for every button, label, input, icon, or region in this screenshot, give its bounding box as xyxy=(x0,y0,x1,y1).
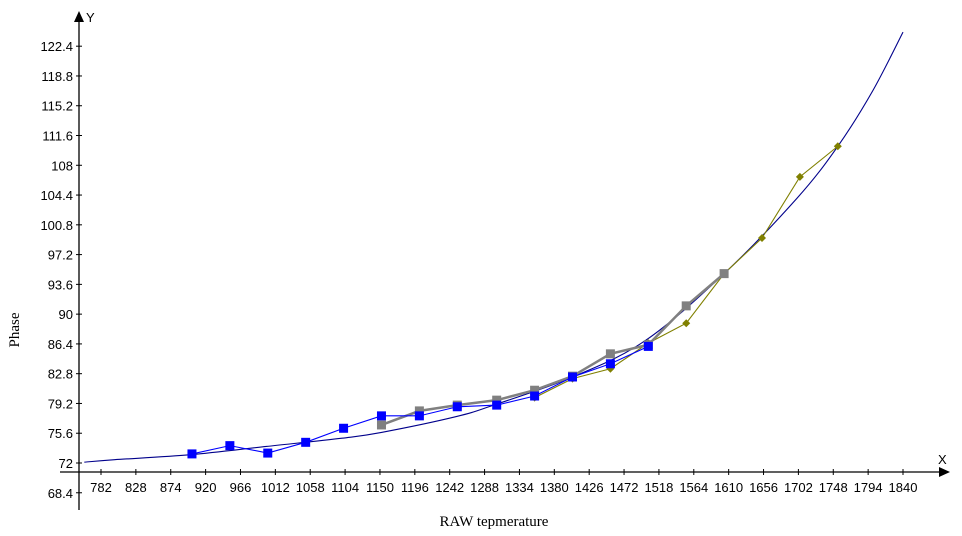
data-point xyxy=(263,448,273,458)
y-tick-label: 90 xyxy=(59,307,73,322)
data-point xyxy=(301,437,311,447)
data-point xyxy=(643,341,653,351)
y-tick-label: 72 xyxy=(59,456,73,471)
x-tick-label: 1748 xyxy=(819,480,848,495)
x-tick-label: 1472 xyxy=(610,480,639,495)
series-blue-series xyxy=(187,341,653,459)
y-tick-label: 97.2 xyxy=(48,248,73,263)
data-point xyxy=(530,385,540,395)
y-tick-label: 86.4 xyxy=(48,337,73,352)
data-point xyxy=(452,402,462,412)
data-point xyxy=(414,411,424,421)
series-line xyxy=(191,345,649,455)
y-tick-label: 108 xyxy=(51,158,73,173)
x-tick-label: 874 xyxy=(160,480,182,495)
x-tick-label: 1840 xyxy=(889,480,918,495)
y-tick-label: 75.6 xyxy=(48,426,73,441)
data-point xyxy=(681,301,691,311)
x-tick-label: 1012 xyxy=(261,480,290,495)
y-tick-label: 68.4 xyxy=(48,486,73,501)
y-tick-label: 82.8 xyxy=(48,367,73,382)
series-olive-series xyxy=(530,142,842,402)
x-tick-label: 1518 xyxy=(644,480,673,495)
x-tick-label: 1334 xyxy=(505,480,534,495)
data-point xyxy=(339,423,349,433)
data-point xyxy=(225,441,235,451)
data-point xyxy=(833,142,842,151)
y-axis-letter: Y xyxy=(86,10,95,25)
y-tick-label: 104.4 xyxy=(40,188,73,203)
x-tick-label: 1242 xyxy=(435,480,464,495)
x-tick-label: 1150 xyxy=(366,480,394,495)
data-point xyxy=(568,372,578,382)
x-tick-label: 1564 xyxy=(679,480,708,495)
x-tick-label: 1794 xyxy=(854,480,883,495)
y-tick-label: 79.2 xyxy=(48,396,73,411)
data-point xyxy=(492,400,502,410)
y-tick-label: 93.6 xyxy=(48,277,73,292)
x-tick-label: 782 xyxy=(90,480,112,495)
y-tick-label: 100.8 xyxy=(40,218,73,233)
y-tick-label: 111.6 xyxy=(42,129,73,144)
series-line xyxy=(84,31,904,463)
data-point xyxy=(719,269,729,279)
x-tick-label: 1288 xyxy=(470,480,499,495)
series-fit-curve xyxy=(84,31,904,463)
x-tick-label: 1104 xyxy=(331,480,359,495)
data-point xyxy=(758,234,767,243)
x-tick-label: 1426 xyxy=(575,480,604,495)
data-point xyxy=(795,172,804,181)
y-tick-label: 115.2 xyxy=(41,99,73,114)
x-tick-label: 828 xyxy=(125,480,147,495)
series-gray-series xyxy=(376,269,729,430)
y-tick-label: 118.8 xyxy=(41,69,73,84)
x-tick-label: 1380 xyxy=(540,480,569,495)
data-point xyxy=(376,420,386,430)
data-point xyxy=(492,395,502,405)
data-point xyxy=(530,391,540,401)
x-tick-label: 1656 xyxy=(749,480,778,495)
x-tick-label: 1058 xyxy=(296,480,325,495)
data-point xyxy=(187,449,197,459)
data-point xyxy=(682,319,691,328)
y-tick-label: 122.4 xyxy=(40,39,73,54)
x-tick-label: 1702 xyxy=(784,480,813,495)
x-axis-letter: X xyxy=(938,452,947,467)
data-point xyxy=(414,406,424,416)
x-tick-label: 1196 xyxy=(401,480,429,495)
series-line xyxy=(381,272,725,427)
x-tick-label: 920 xyxy=(195,480,217,495)
x-axis-arrow xyxy=(939,467,950,477)
series-line xyxy=(534,145,839,399)
y-axis-arrow xyxy=(74,11,84,22)
data-point xyxy=(605,349,615,359)
y-axis-label: Phase xyxy=(7,312,23,347)
axes: Y X RAW tepmerature Phase xyxy=(7,10,950,530)
data-point xyxy=(376,411,386,421)
data-point xyxy=(605,359,615,369)
x-tick-label: 966 xyxy=(230,480,252,495)
x-tick-label: 1610 xyxy=(714,480,743,495)
x-axis-label: RAW tepmerature xyxy=(440,514,549,530)
